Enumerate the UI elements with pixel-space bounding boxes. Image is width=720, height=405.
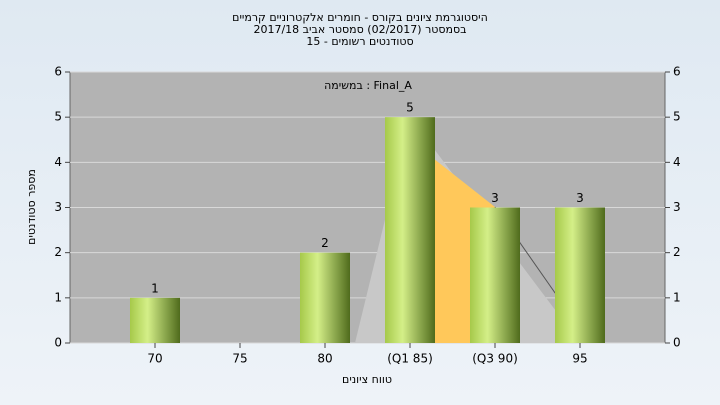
bar <box>300 252 350 343</box>
y-tick-label: 2 <box>54 245 62 259</box>
bar <box>130 297 180 343</box>
y2-tick-label: 5 <box>673 110 681 124</box>
y-tick-label: 1 <box>54 290 62 304</box>
title: בסמסטר (02/2017) סמסטר אביב 2017/18 <box>253 23 466 36</box>
x-tick-label: (Q1 85) <box>387 352 433 366</box>
x-tick-label: 75 <box>232 352 247 366</box>
y2-tick-label: 2 <box>673 245 681 259</box>
bar <box>470 207 520 343</box>
x-tick-label: (Q3 90) <box>472 352 518 366</box>
y2-tick-label: 3 <box>673 200 681 214</box>
y-tick-label: 0 <box>54 336 62 350</box>
y-tick-label: 3 <box>54 200 62 214</box>
y2-tick-label: 0 <box>673 336 681 350</box>
title: סטודנטים רשומים - 15 <box>306 35 413 48</box>
data-label: 1 <box>151 281 159 295</box>
y-tick-label: 6 <box>54 65 62 79</box>
x-tick-label: 70 <box>147 352 162 366</box>
y2-tick-label: 1 <box>673 290 681 304</box>
y2-tick-label: 6 <box>673 65 681 79</box>
data-label: 5 <box>406 101 414 115</box>
x-tick-label: 95 <box>572 352 587 366</box>
data-label: 2 <box>321 236 329 250</box>
bar <box>385 117 435 344</box>
x-axis-label: טווח ציונים <box>342 373 392 386</box>
title: היסטוגרמת ציונים בקורס - חומרים אלקטרוני… <box>232 11 488 24</box>
y-axis-label: מספר סטודנטים <box>25 169 38 245</box>
annotation: במשימה : Final_A <box>324 79 412 92</box>
y-tick-label: 5 <box>54 110 62 124</box>
y2-tick-label: 4 <box>673 155 681 169</box>
data-label: 3 <box>576 191 584 205</box>
bar <box>555 207 605 343</box>
x-tick-label: 80 <box>317 352 332 366</box>
data-label: 3 <box>491 191 499 205</box>
y-tick-label: 4 <box>54 155 62 169</box>
